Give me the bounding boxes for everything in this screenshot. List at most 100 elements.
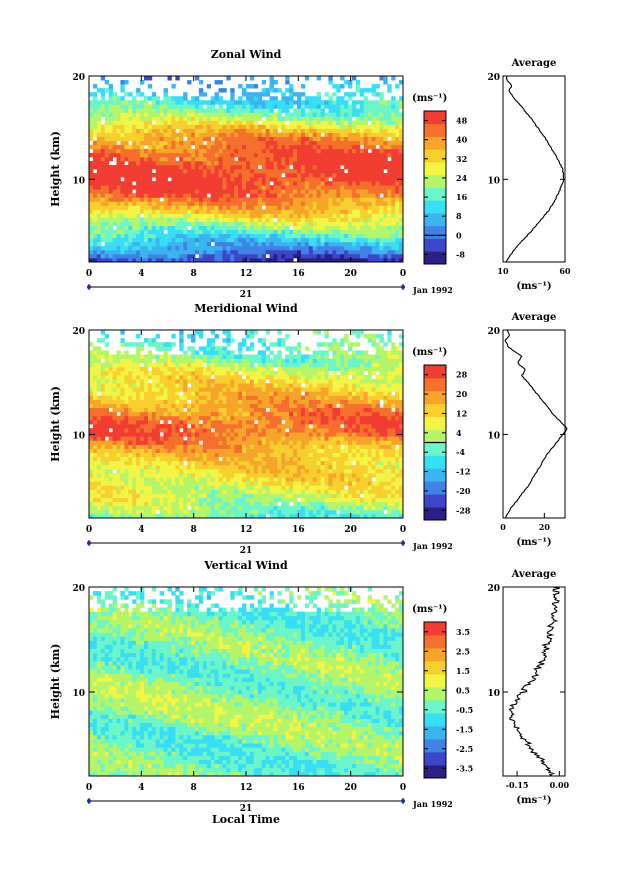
heatmap-cell [324,169,329,174]
heatmap-cell [348,440,353,445]
heatmap-cell [206,148,212,154]
heatmap-cell [300,452,306,458]
heatmap-cell [234,468,239,474]
heatmap-cell [281,160,286,166]
heatmap-cell [285,140,290,146]
heatmap-cell [242,436,247,441]
heatmap-cell [198,140,204,146]
heatmap-cell [238,128,243,134]
heatmap-cell [371,225,376,231]
heatmap-cell [96,473,102,478]
heatmap-cell [120,217,125,222]
heatmap-cell [202,92,208,97]
heatmap-cell [348,477,353,482]
heatmap-cell [304,76,310,81]
heatmap-cell [293,160,298,166]
heatmap-cell [159,193,164,198]
heatmap-cell [120,209,125,214]
heatmap-cell [391,464,396,470]
heatmap-cell [140,436,145,441]
heatmap-cell [367,160,373,166]
heatmap-cell [312,241,318,247]
heatmap-cell [297,505,302,511]
heatmap-cell [324,249,329,255]
heatmap-cell [257,253,263,259]
heatmap-cell [100,452,106,458]
heatmap-cell [383,460,388,466]
heatmap-cell [187,464,192,470]
heatmap-cell [289,140,294,146]
heatmap-cell [371,181,376,186]
heatmap-cell [120,80,125,85]
heatmap-cell [183,448,188,454]
heatmap-cell [104,148,110,154]
heatmap-cell [320,205,325,210]
heatmap-cell [167,489,172,494]
heatmap-cell [379,120,384,125]
heatmap-cell [92,440,98,445]
heatmap-cell [167,189,172,194]
heatmap-cell [375,177,380,182]
heatmap-cell [265,177,270,182]
heatmap-cell [348,448,353,454]
heatmap-cell [143,245,149,251]
heatmap-cell [214,189,219,194]
heatmap-cell [395,124,400,129]
heatmap-cell [202,493,208,498]
heatmap-cell [348,209,353,214]
heatmap-cell [293,249,298,255]
heatmap-cells [89,76,404,263]
heatmap-cell [293,253,298,259]
heatmap-cell [128,501,133,507]
heatmap-cell [277,229,282,235]
heatmap-cell [210,432,216,437]
heatmap-cell [222,156,227,162]
heatmap-cell [155,100,161,105]
heatmap-cell [257,257,263,263]
heatmap-cell [242,120,247,125]
heatmap-cell [387,120,392,125]
heatmap-cell [151,108,157,113]
heatmap-cell [167,436,172,441]
heatmap-cell [132,217,137,222]
heatmap-cell [128,124,133,129]
heatmap-cell [289,177,294,182]
heatmap-cell [147,505,153,511]
heatmap-cell [261,233,267,239]
heatmap-cell [336,209,341,214]
heatmap-cell [246,448,251,454]
heatmap-cell [383,76,388,81]
heatmap-cell [234,505,239,511]
heatmap-cell [96,169,102,174]
heatmap-cell [179,440,184,445]
heatmap-cell [116,436,121,441]
heatmap-cell [96,201,102,206]
heatmap-cell [214,249,219,255]
heatmap-cell [336,144,341,150]
heatmap-cell [328,444,333,449]
heatmap-cell [257,241,263,247]
heatmap-cell [226,436,231,441]
heatmap-cell [179,464,184,470]
heatmap-cell [143,193,149,198]
heatmap-cell [198,193,204,198]
heatmap-cell [269,156,274,162]
heatmap-cell [375,509,380,515]
heatmap-cell [387,221,392,227]
heatmap-cell [379,116,384,121]
heatmap-cell [151,432,157,437]
heatmap-cell [340,177,345,182]
heatmap-cell [253,189,259,194]
heatmap-cell [312,136,318,142]
heatmap-cell [246,468,251,474]
heatmap-cell [308,513,314,519]
heatmap-cell [151,237,157,243]
heatmap-cell [175,205,180,210]
heatmap-cell [316,489,321,494]
heatmap-cell [226,160,231,166]
heatmap-cell [371,144,376,150]
heatmap-cell [367,104,373,109]
heatmap-cell [273,205,278,210]
heatmap-cell [171,120,176,125]
heatmap-cell [151,489,157,494]
